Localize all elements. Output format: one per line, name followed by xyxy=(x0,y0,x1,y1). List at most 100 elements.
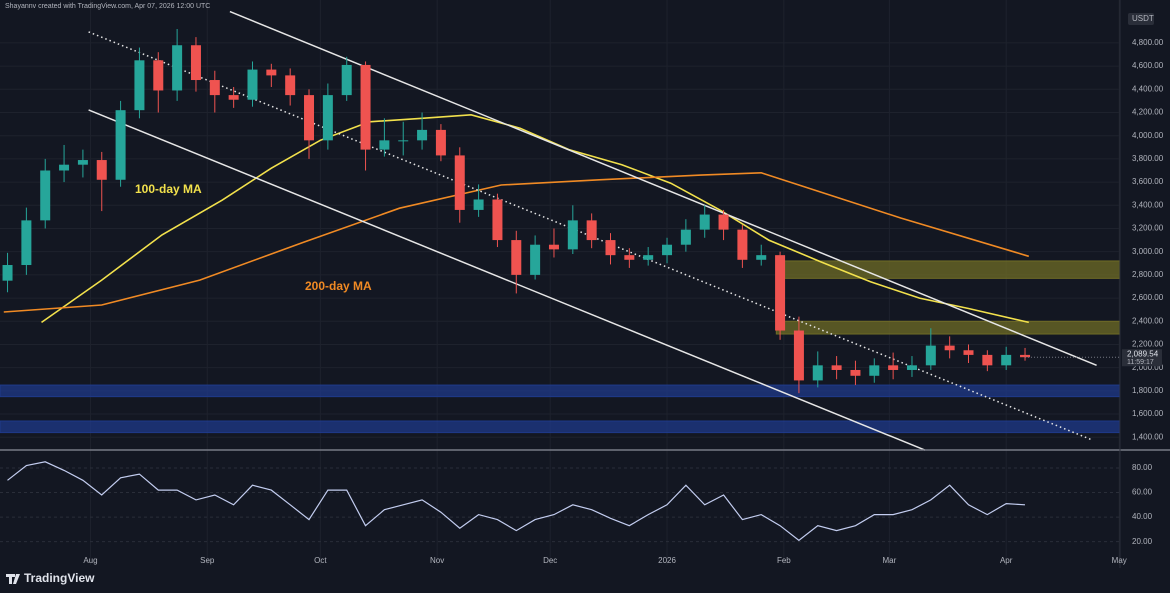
currency: USDT xyxy=(1132,14,1154,23)
candle-body xyxy=(680,229,691,245)
candle-body xyxy=(925,345,936,366)
candle-body xyxy=(304,95,315,141)
x-tick-label: May xyxy=(1112,556,1127,565)
plot-layer xyxy=(0,0,1121,565)
candle-body xyxy=(906,365,917,370)
candle-body xyxy=(963,350,974,355)
x-tick-label: Apr xyxy=(1000,556,1013,565)
y-tick-label: 2,800.00 xyxy=(1132,270,1164,279)
rsi-tick-label: 80.00 xyxy=(1132,463,1153,472)
candle-body xyxy=(417,129,428,141)
logo xyxy=(6,574,20,584)
candle-body xyxy=(190,45,201,81)
y-tick-label: 3,000.00 xyxy=(1132,247,1164,256)
candle-body xyxy=(153,60,164,91)
candle-body xyxy=(530,244,541,275)
candle-body xyxy=(548,244,559,250)
candle-body xyxy=(341,64,352,96)
candle-body xyxy=(40,170,51,221)
y-tick-label: 2,200.00 xyxy=(1132,340,1164,349)
y-tick-label: 4,000.00 xyxy=(1132,131,1164,140)
footer-brand: TradingView xyxy=(24,571,95,585)
countdown: 11:59:17 xyxy=(1127,359,1154,366)
x-tick-label: Sep xyxy=(200,556,215,565)
y-tick-label: 2,000.00 xyxy=(1132,363,1164,372)
candle-body xyxy=(793,330,804,381)
x-tick-label: Mar xyxy=(882,556,896,565)
x-tick-label: Aug xyxy=(83,556,97,565)
candle-body xyxy=(831,365,842,370)
y-tick-label: 3,200.00 xyxy=(1132,224,1164,233)
candle-body xyxy=(812,365,823,381)
candle-body xyxy=(1020,354,1031,358)
candle-body xyxy=(379,140,390,150)
candle-body xyxy=(172,45,183,91)
candle-body xyxy=(869,365,880,376)
x-tick-label: Nov xyxy=(430,556,444,565)
candle-body xyxy=(266,69,277,76)
zone xyxy=(775,260,1121,279)
x-tick-label: Oct xyxy=(314,556,327,565)
x-tick-label: Dec xyxy=(543,556,557,565)
candle-body xyxy=(888,365,899,370)
header: Shayannv created with TradingView.com, A… xyxy=(5,3,210,10)
candle-body xyxy=(643,255,654,260)
trendline xyxy=(229,10,1097,366)
rsi-tick-label: 20.00 xyxy=(1132,537,1153,546)
candle-body xyxy=(775,255,786,331)
y-tick-label: 4,800.00 xyxy=(1132,38,1164,47)
last-price-box xyxy=(1122,349,1162,367)
candle-body xyxy=(398,140,409,142)
y-tick-label: 1,600.00 xyxy=(1132,409,1164,418)
footer-bar xyxy=(0,568,1170,593)
candle-body xyxy=(982,354,993,366)
candle-body xyxy=(473,199,484,210)
candle-body xyxy=(492,199,503,241)
candle-body xyxy=(2,265,13,281)
last-price-label: 2,089.54 xyxy=(1127,349,1159,358)
candle-body xyxy=(624,255,635,260)
candle-body xyxy=(605,240,616,256)
y-tick-label: 4,200.00 xyxy=(1132,108,1164,117)
y-tick-label: 1,400.00 xyxy=(1132,432,1164,441)
candle-body xyxy=(247,69,258,100)
moving-average xyxy=(3,171,1030,313)
rsi-tick-label: 60.00 xyxy=(1132,488,1153,497)
y-tick-label: 3,600.00 xyxy=(1132,177,1164,186)
rsi-line xyxy=(7,461,1026,542)
y-tick-label: 3,400.00 xyxy=(1132,200,1164,209)
ma-label: 100-day MA xyxy=(135,182,202,196)
zone xyxy=(0,384,1121,398)
y-tick-label: 1,800.00 xyxy=(1132,386,1164,395)
ma-label: 200-day MA xyxy=(305,279,372,293)
candle-body xyxy=(59,164,70,171)
candle-body xyxy=(21,220,32,266)
y-tick-label: 4,600.00 xyxy=(1132,61,1164,70)
candle-body xyxy=(228,95,239,100)
zone xyxy=(0,420,1121,434)
candle-body xyxy=(134,60,145,111)
candle-body xyxy=(718,214,729,230)
candle-body xyxy=(454,155,465,210)
candle-body xyxy=(1001,354,1012,366)
candle-body xyxy=(285,75,296,96)
candle-body xyxy=(567,220,578,250)
trendline xyxy=(88,109,926,451)
candle-body xyxy=(850,369,861,376)
rsi-tick-label: 40.00 xyxy=(1132,512,1153,521)
y-tick-label: 4,400.00 xyxy=(1132,84,1164,93)
y-tick-label: 2,600.00 xyxy=(1132,293,1164,302)
candle-body xyxy=(322,95,333,141)
candle-body xyxy=(662,244,673,256)
candle-body xyxy=(209,80,220,96)
candle-body xyxy=(756,255,767,260)
candle-body xyxy=(737,229,748,260)
moving-average xyxy=(41,113,1029,324)
y-tick-label: 3,800.00 xyxy=(1132,154,1164,163)
candle-body xyxy=(944,345,955,351)
candle-body xyxy=(511,240,522,275)
candle-body xyxy=(360,64,371,150)
x-tick-label: 2026 xyxy=(658,556,676,565)
candle-body xyxy=(586,220,597,241)
